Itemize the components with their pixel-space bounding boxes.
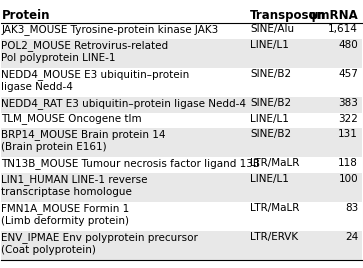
Text: 457: 457 — [338, 69, 358, 79]
Text: 322: 322 — [338, 114, 358, 124]
Text: ENV_IPMAE Env polyprotein precursor
(Coat polyprotein): ENV_IPMAE Env polyprotein precursor (Coa… — [1, 232, 198, 255]
Text: SINE/B2: SINE/B2 — [250, 69, 291, 79]
Bar — [1, 97, 362, 113]
Text: 118: 118 — [338, 158, 358, 168]
Text: 83: 83 — [345, 203, 358, 213]
Bar — [1, 68, 362, 97]
Text: LINE/L1: LINE/L1 — [250, 40, 289, 50]
Text: 100: 100 — [338, 174, 358, 184]
Text: BRP14_MOUSE Brain protein 14
(Brain protein E161): BRP14_MOUSE Brain protein 14 (Brain prot… — [1, 129, 166, 152]
Bar — [1, 128, 362, 157]
Text: FMN1A_MOUSE Formin 1
(Limb deformity protein): FMN1A_MOUSE Formin 1 (Limb deformity pro… — [1, 203, 130, 226]
Bar — [1, 202, 362, 231]
Text: LTR/MaLR: LTR/MaLR — [250, 203, 299, 213]
Text: LIN1_HUMAN LINE-1 reverse
transcriptase homologue: LIN1_HUMAN LINE-1 reverse transcriptase … — [1, 174, 148, 197]
Bar — [1, 173, 362, 202]
Text: LINE/L1: LINE/L1 — [250, 174, 289, 184]
Text: 24: 24 — [345, 232, 358, 242]
Text: SINE/B2: SINE/B2 — [250, 98, 291, 108]
Text: LTR/ERVK: LTR/ERVK — [250, 232, 298, 242]
Text: LTR/MaLR: LTR/MaLR — [250, 158, 299, 168]
Text: Transposon: Transposon — [250, 9, 326, 22]
Text: POL2_MOUSE Retrovirus-related
Pol polyprotein LINE-1: POL2_MOUSE Retrovirus-related Pol polypr… — [1, 40, 168, 63]
Bar — [1, 157, 362, 173]
Text: TN13B_MOUSE Tumour necrosis factor ligand 13B: TN13B_MOUSE Tumour necrosis factor ligan… — [1, 158, 260, 169]
Bar — [1, 231, 362, 260]
Text: 383: 383 — [338, 98, 358, 108]
Text: TLM_MOUSE Oncogene tlm: TLM_MOUSE Oncogene tlm — [1, 114, 142, 124]
Text: ψmRNA: ψmRNA — [308, 9, 358, 22]
Text: NEDD4_RAT E3 ubiquitin–protein ligase Nedd-4: NEDD4_RAT E3 ubiquitin–protein ligase Ne… — [1, 98, 246, 109]
Text: Protein: Protein — [1, 9, 50, 22]
Text: JAK3_MOUSE Tyrosine-protein kinase JAK3: JAK3_MOUSE Tyrosine-protein kinase JAK3 — [1, 24, 219, 35]
Text: LINE/L1: LINE/L1 — [250, 114, 289, 124]
Text: SINE/Alu: SINE/Alu — [250, 24, 294, 34]
Text: 480: 480 — [338, 40, 358, 50]
Text: SINE/B2: SINE/B2 — [250, 129, 291, 139]
Text: 131: 131 — [338, 129, 358, 139]
Bar — [1, 39, 362, 68]
Bar — [1, 23, 362, 39]
Text: 1,614: 1,614 — [328, 24, 358, 34]
Bar — [1, 113, 362, 128]
Text: NEDD4_MOUSE E3 ubiquitin–protein
ligase Nedd-4: NEDD4_MOUSE E3 ubiquitin–protein ligase … — [1, 69, 189, 92]
